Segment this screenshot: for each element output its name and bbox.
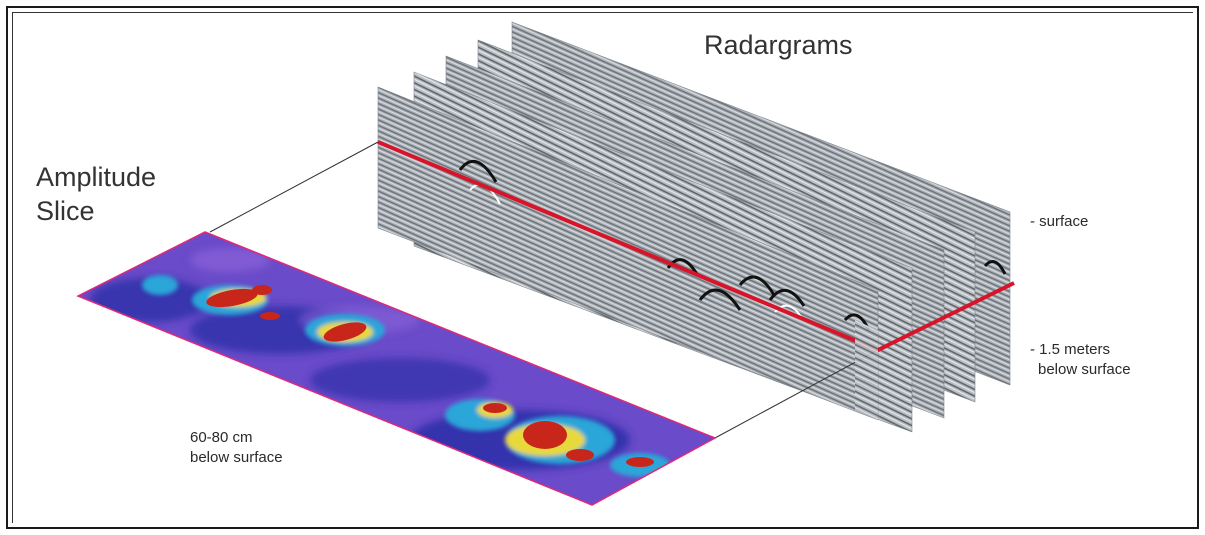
amplitude-slice-label: Amplitude Slice: [36, 160, 156, 228]
deep-depth-label-line1: - 1.5 meters: [1030, 341, 1111, 358]
amplitude-slice: [76, 231, 717, 506]
amplitude-slice-label-line1: Amplitude: [36, 162, 157, 192]
surface-label: - surface: [1030, 213, 1089, 230]
slice-depth-label: 60-80 cm below surface: [190, 428, 283, 468]
amplitude-slice-label-line2: Slice: [36, 196, 95, 226]
slice-depth-label-line1: 60-80 cm: [190, 429, 253, 446]
deep-depth-label: - 1.5 meters below surface: [1030, 340, 1131, 380]
deep-depth-label-line2: below surface: [1038, 361, 1131, 378]
diagram-title: Radargrams: [704, 30, 853, 60]
leader-lines: [209, 141, 879, 439]
radargram-front-panel: [855, 320, 878, 420]
figure-inner-border: [12, 12, 1193, 523]
slice-depth-label-line2: below surface: [190, 449, 283, 466]
